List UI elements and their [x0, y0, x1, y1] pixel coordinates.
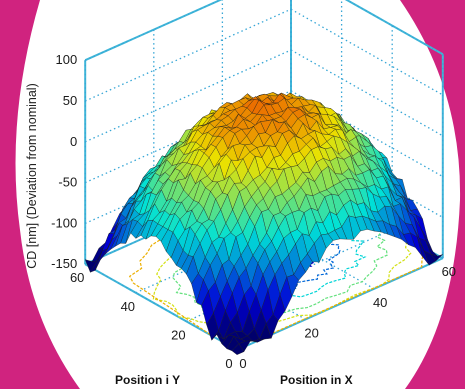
- y-tick-label: 20: [171, 327, 185, 342]
- contour-line: [172, 212, 388, 316]
- gridline-z: [290, 8, 444, 96]
- x-axis-ticks: 0 20 40 60: [239, 264, 456, 371]
- y-tick-label: 0: [225, 356, 232, 371]
- gridline-y-floor: [236, 257, 444, 351]
- x-tick-label: 0: [239, 356, 246, 371]
- z-tick-label: 100: [55, 52, 77, 67]
- z-tick-label: -150: [51, 256, 77, 271]
- magenta-frame-right: [400, 0, 465, 389]
- y-axis-ticks: 0 20 40 60: [70, 270, 233, 371]
- z-tick-label: 0: [70, 134, 77, 149]
- gridline-z: [290, 90, 444, 178]
- x-tick-label: 60: [442, 264, 456, 279]
- z-axis-label: CD [nm] (Deviation from nominal): [25, 83, 39, 268]
- gridline-z: [290, 49, 444, 137]
- surface-patch: [231, 343, 245, 355]
- y-tick-label: 60: [70, 270, 84, 285]
- top-edge-back-x: [84, 0, 223, 62]
- gridline-z: [84, 0, 222, 61]
- surface-plot: [84, 92, 443, 355]
- gridline-z: [84, 49, 292, 143]
- z-tick-label: -100: [51, 215, 77, 230]
- magenta-frame-left: [0, 0, 80, 389]
- x-tick-label: 40: [373, 295, 387, 310]
- x-tick-label: 20: [304, 325, 318, 340]
- y-tick-label: 40: [121, 299, 135, 314]
- x-axis-label: Position in X: [280, 373, 353, 387]
- contour-line: [152, 200, 412, 328]
- gridline-x-floor: [84, 263, 238, 351]
- gridline-z: [290, 131, 444, 218]
- z-tick-label: 50: [63, 93, 77, 108]
- gridline-z: [84, 8, 292, 102]
- z-axis-ticks: -150 -100 -50 0 50 100: [51, 52, 77, 271]
- gridline-z: [345, 0, 444, 55]
- y-axis-label: Position i Y: [115, 373, 180, 387]
- z-tick-label: -50: [58, 175, 77, 190]
